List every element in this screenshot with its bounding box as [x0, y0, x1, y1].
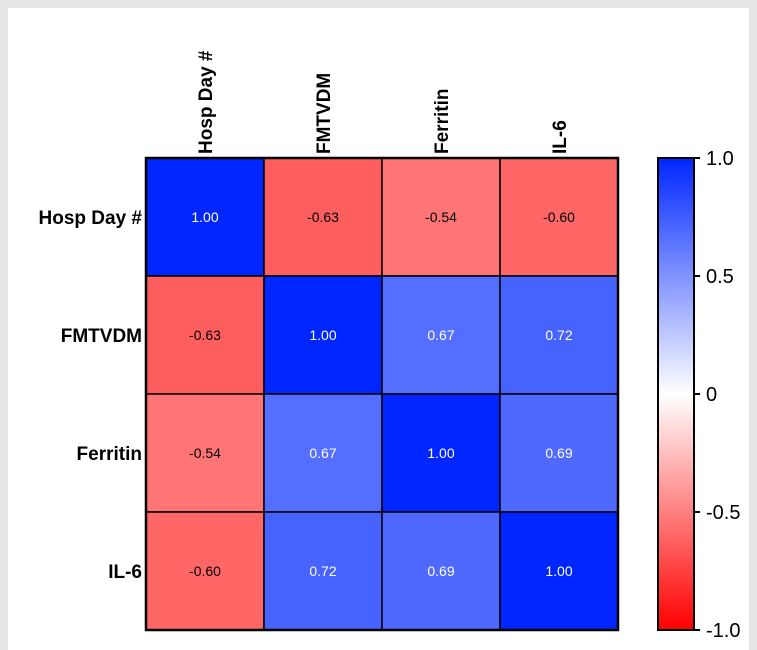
colorbar: 1.0 0.5 0 -0.5 -1.0: [657, 148, 740, 642]
cell-value-label: -0.60: [543, 209, 575, 225]
correlation-heatmap: 1.00 -0.63 -0.54 -0.60-0.63 1.00 0.67 0.72-0.5…: [39, 50, 741, 642]
cell-value-label: -0.54: [189, 445, 221, 461]
colorbar-tick-label: -1.0: [706, 620, 740, 642]
cell-value-label: -0.54: [425, 209, 457, 225]
colorbar-tick-label: 0.5: [706, 266, 734, 288]
cell-value-label: -0.63: [189, 327, 221, 343]
cell-value-label: 1.00: [427, 445, 454, 461]
heatmap-cell: [263, 393, 383, 513]
column-label: Ferritin: [432, 89, 453, 154]
cell-value-label: 0.67: [427, 327, 454, 343]
row-label: Ferritin: [77, 444, 142, 465]
heatmap-cell: [499, 511, 619, 631]
column-labels: Hosp Day # FMTVDM Ferritin IL-6: [196, 50, 571, 154]
heatmap-cell: [499, 275, 619, 395]
column-label: Hosp Day #: [196, 50, 217, 154]
cell-value-label: 1.00: [191, 209, 218, 225]
cell-value-label: 0.69: [427, 563, 454, 579]
column-label: IL-6: [550, 120, 571, 154]
colorbar-gradient: [657, 157, 695, 631]
chart-panel: 1.00 -0.63 -0.54 -0.60 -0.63 1.00 0.67 0.72 -0.5…: [8, 8, 749, 650]
heatmap-border: [144, 156, 620, 632]
heatmap-cell: [263, 157, 383, 277]
heatmap-cells: 1.00 -0.63 -0.54 -0.60 -0.63 1.00 0.67 0.72 -0.5…: [144, 156, 620, 632]
colorbar-tick-label: -0.5: [706, 502, 740, 524]
cell-value-label: 1.00: [545, 563, 572, 579]
heatmap-cell: [499, 157, 619, 277]
cell-value-label: -0.63: [307, 209, 339, 225]
row-labels: Hosp Day # FMTVDM Ferritin IL-6: [39, 208, 143, 583]
heatmap-cell: [499, 393, 619, 513]
heatmap-cell: [145, 157, 265, 277]
row-label: IL-6: [108, 562, 142, 583]
row-label: FMTVDM: [61, 326, 142, 347]
cell-value-label: 0.72: [309, 563, 336, 579]
heatmap-cell: [145, 511, 265, 631]
heatmap-cell: [263, 275, 383, 395]
heatmap-cell: [263, 511, 383, 631]
heatmap-cell: [145, 275, 265, 395]
column-label: FMTVDM: [314, 73, 335, 154]
cell-value-label: 0.67: [309, 445, 336, 461]
row-label: Hosp Day #: [39, 208, 143, 229]
colorbar-tick-label: 0: [706, 384, 717, 406]
cell-value-label: 0.69: [545, 445, 572, 461]
cell-value-label: 1.00: [309, 327, 336, 343]
cell-value-label: 0.72: [545, 327, 572, 343]
colorbar-tick-label: 1.0: [706, 148, 734, 170]
cell-value-label: -0.60: [189, 563, 221, 579]
